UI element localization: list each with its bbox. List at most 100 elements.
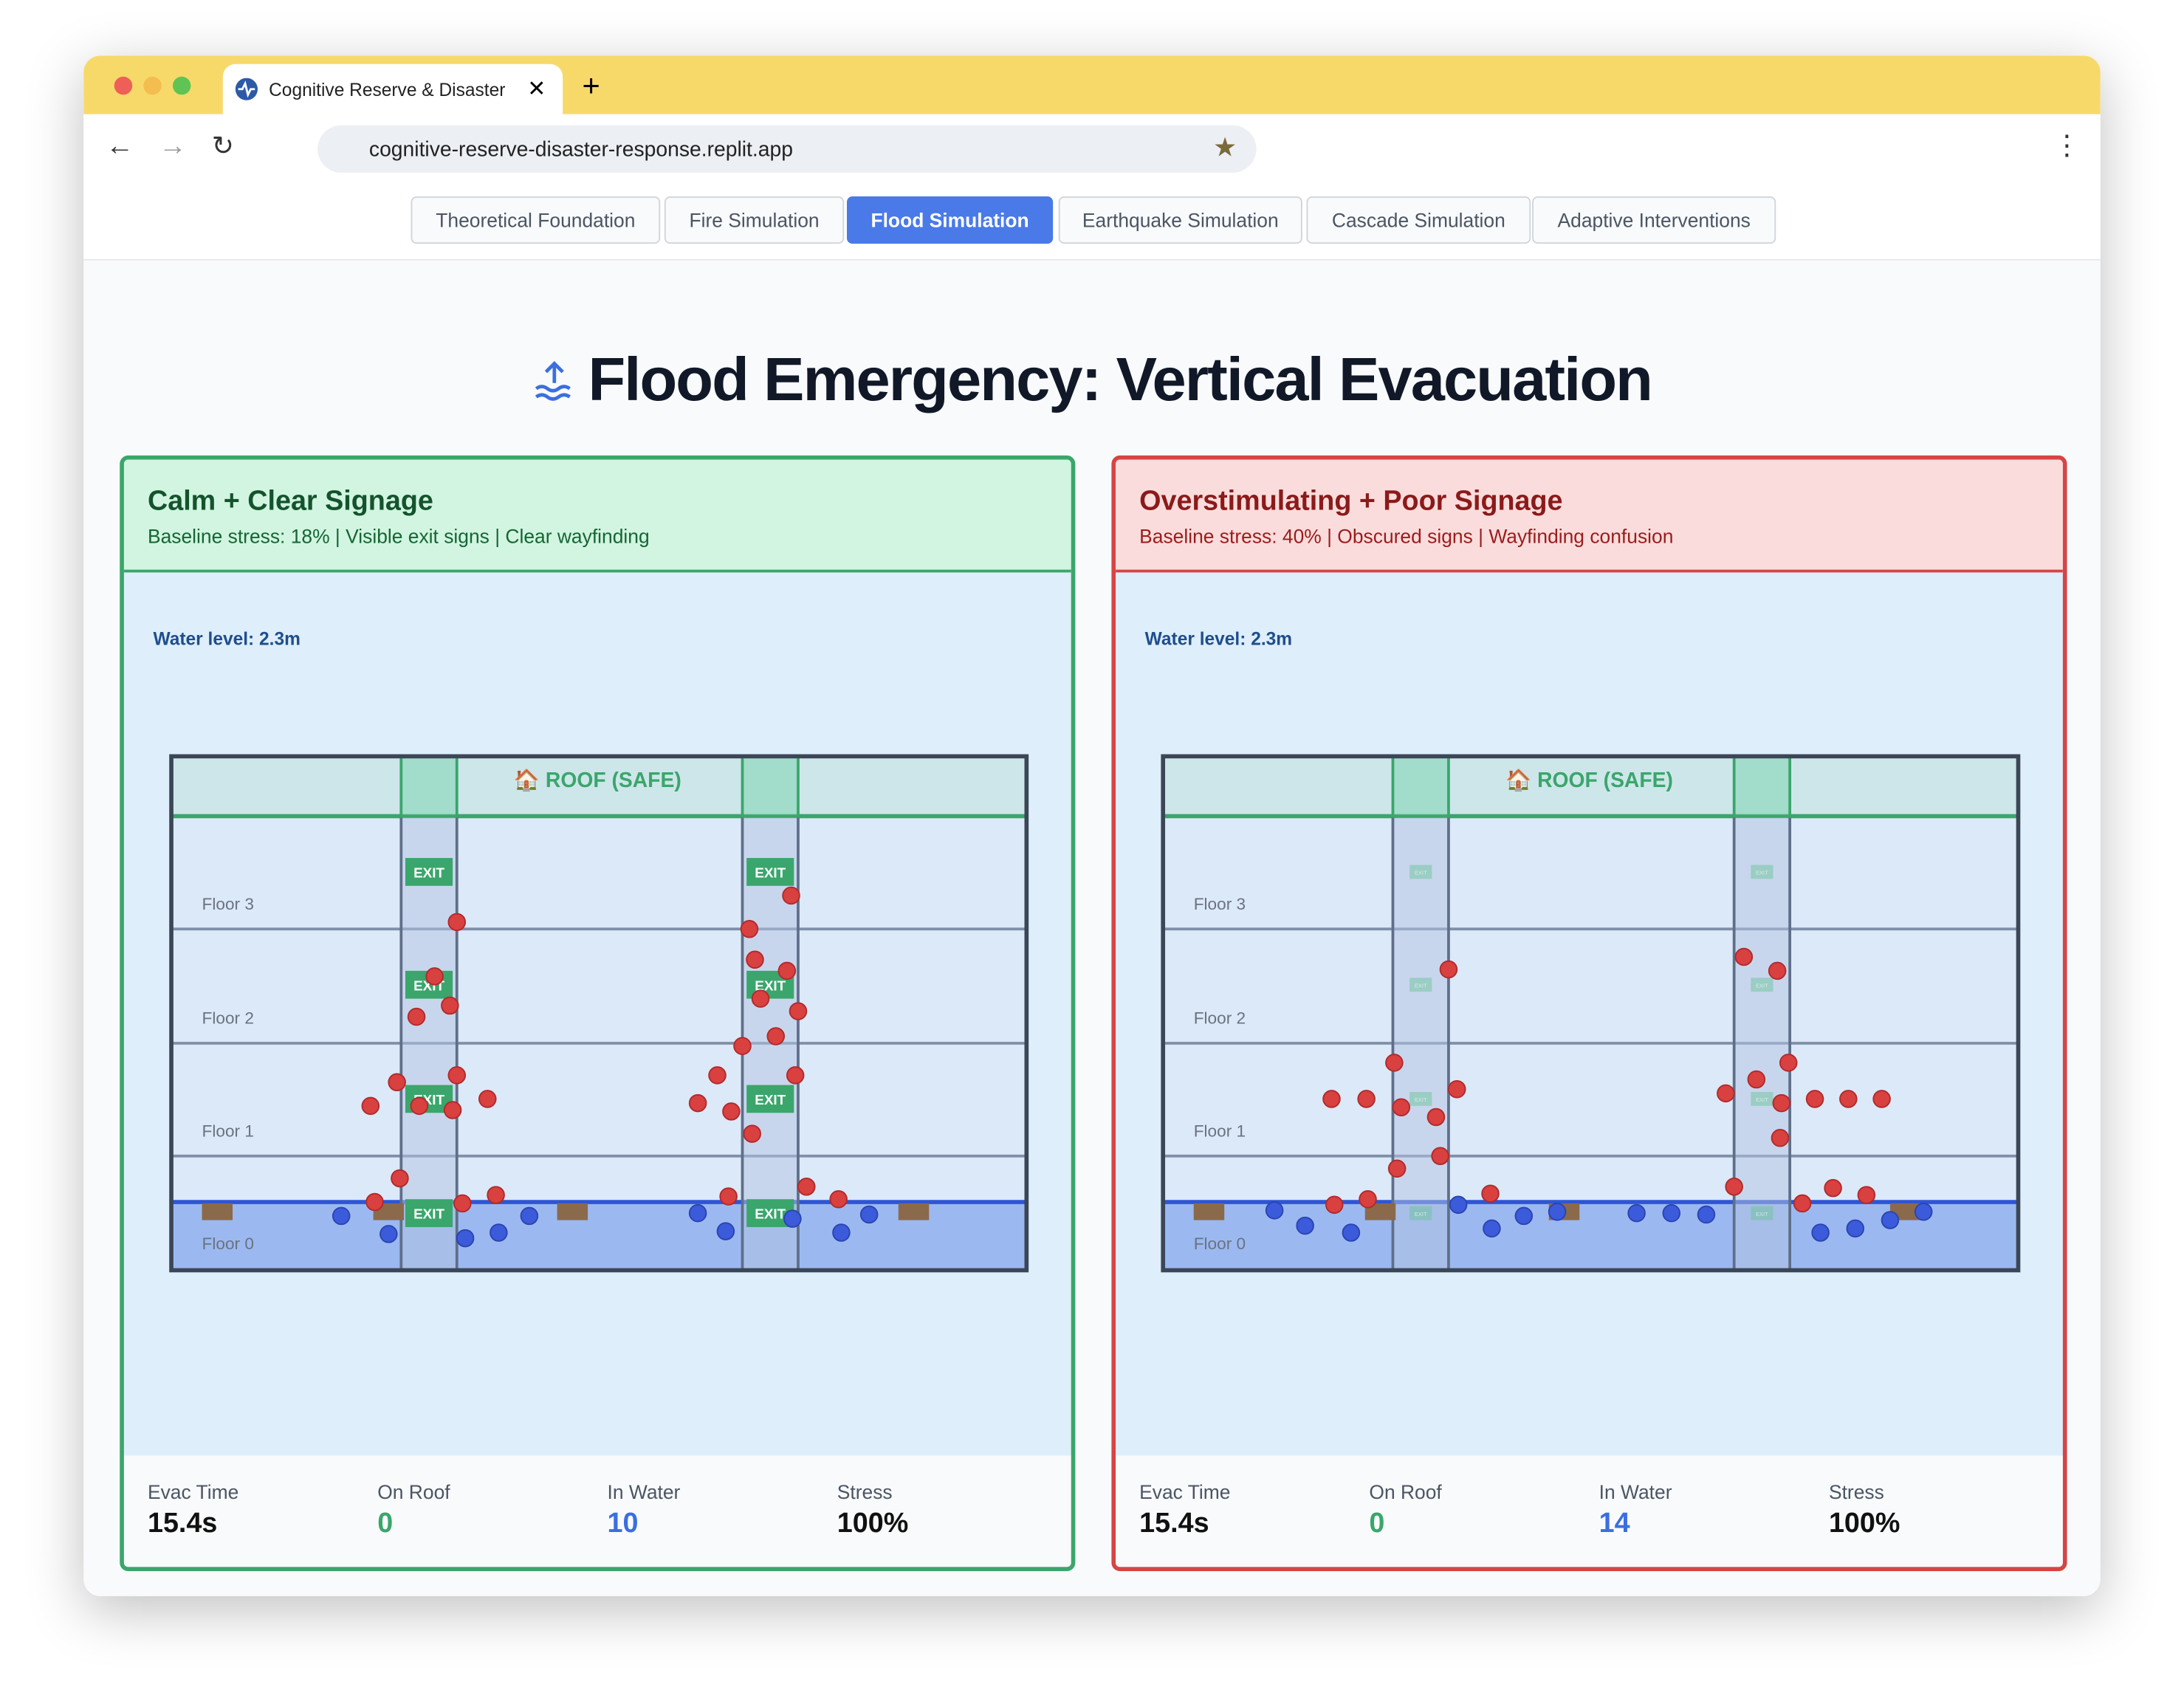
person-in-water <box>832 1223 851 1242</box>
person-evacuating <box>766 1027 786 1045</box>
stair-roof <box>1732 755 1792 818</box>
exit-label: EXIT <box>755 978 786 993</box>
stat-label: Stress <box>837 1480 893 1503</box>
stair-roof <box>399 755 459 818</box>
stairwell <box>1732 814 1792 1272</box>
person-evacuating <box>719 1187 738 1206</box>
furniture <box>1364 1203 1396 1220</box>
person-evacuating <box>447 913 467 932</box>
person-evacuating <box>447 1066 467 1085</box>
nav-tab[interactable]: Adaptive Interventions <box>1532 196 1776 244</box>
floor-label: Floor 2 <box>202 1009 254 1028</box>
person-evacuating <box>1447 1079 1466 1099</box>
person-evacuating <box>1872 1090 1891 1108</box>
person-in-water <box>380 1225 398 1243</box>
exit-sign <box>1409 1206 1432 1220</box>
person-evacuating <box>688 1093 707 1113</box>
back[interactable]: ← <box>106 131 134 162</box>
person-in-water <box>1627 1203 1646 1223</box>
stat-label: In Water <box>1598 1480 1672 1503</box>
person-evacuating <box>1481 1184 1500 1203</box>
address-bar[interactable]: cognitive-reserve-disaster-response.repl… <box>317 125 1257 173</box>
roof-label: 🏠 ROOF (SAFE) <box>1505 768 1673 792</box>
building-view: Water level: 2.3m EXIT EXIT EXIT EXIT EXIT EXI… <box>154 629 1029 1273</box>
furniture <box>898 1203 930 1220</box>
nav-tab[interactable]: Flood Simulation <box>846 196 1054 244</box>
person-evacuating <box>797 1178 816 1196</box>
person-evacuating <box>1359 1189 1377 1209</box>
nav-bar: Theoretical Foundation Fire Simulation Flo… <box>83 184 2101 261</box>
person-evacuating <box>777 961 797 980</box>
floor-label: Floor 1 <box>202 1122 254 1140</box>
heading-text: Flood Emergency: Vertical Evacuation <box>588 346 1652 414</box>
person-evacuating <box>782 886 800 905</box>
panel-title: Calm + Clear Signage <box>147 486 433 517</box>
nav-tab[interactable]: Theoretical Foundation <box>411 196 661 244</box>
menu[interactable]: ⋮ <box>2053 131 2081 162</box>
reload[interactable]: ↻ <box>211 132 234 162</box>
panel-title: Overstimulating + Poor Signage <box>1139 486 1563 517</box>
forward[interactable]: → <box>159 131 187 162</box>
building-outline <box>169 754 1029 1273</box>
person-evacuating <box>410 1096 429 1116</box>
person-evacuating <box>388 1073 406 1092</box>
person-evacuating <box>1439 960 1458 979</box>
exit-sign <box>746 858 794 886</box>
floor-label: Floor 0 <box>202 1234 254 1253</box>
exit-sign <box>1751 1092 1773 1106</box>
stats-footer: Evac Time 15.4s On Roof 0 In Water 10 Stress 10… <box>123 1455 1071 1567</box>
exit-label: EXIT <box>1415 1211 1427 1217</box>
nav-tab[interactable]: Cascade Simulation <box>1306 196 1531 244</box>
water-level: Water level: 2.3m <box>154 629 301 649</box>
bookmark-star[interactable]: ★ <box>1213 134 1237 163</box>
stat-value: 100% <box>1828 1508 1900 1539</box>
person-evacuating <box>407 1007 426 1026</box>
stat-label: In Water <box>607 1480 681 1503</box>
person-in-water <box>1449 1195 1468 1215</box>
exit-label: EXIT <box>1415 1096 1427 1103</box>
person-evacuating <box>441 996 459 1015</box>
person-evacuating <box>708 1066 727 1085</box>
nav-tab[interactable]: Fire Simulation <box>664 196 845 244</box>
stat-value: 0 <box>1369 1508 1385 1539</box>
nav-tab[interactable]: Earthquake Simulation <box>1058 196 1302 244</box>
person-evacuating <box>789 1002 808 1020</box>
exit-sign <box>405 1199 453 1227</box>
panel-header: Overstimulating + Poor Signage Baseline s… <box>1116 459 2063 573</box>
person-evacuating <box>1357 1090 1376 1108</box>
tab-close[interactable]: ✕ <box>527 78 546 102</box>
minimize-button[interactable] <box>143 76 162 95</box>
new-tab[interactable]: + <box>582 68 600 103</box>
panel-header: Calm + Clear Signage Baseline stress: 18%… <box>123 459 1071 573</box>
building-view: Water level: 2.3m EXIT EXIT EXIT EXIT EXIT EXI… <box>1145 629 2021 1273</box>
maximize-button[interactable] <box>172 76 191 95</box>
person-in-water <box>1662 1203 1681 1223</box>
person-evacuating <box>1771 1128 1790 1147</box>
person-evacuating <box>425 967 444 986</box>
exit-label: EXIT <box>1756 1096 1768 1103</box>
stat-value: 100% <box>837 1508 909 1539</box>
person-evacuating <box>746 950 764 969</box>
close-button[interactable] <box>114 76 133 95</box>
person-evacuating <box>740 920 759 938</box>
person-in-water <box>1881 1211 1900 1229</box>
person-evacuating <box>1779 1054 1798 1072</box>
floors-area <box>1163 816 2019 1203</box>
stat-label: On Roof <box>377 1480 450 1503</box>
exit-label: EXIT <box>1756 870 1768 876</box>
panel-subtitle: Baseline stress: 18% | Visible exit sign… <box>147 525 650 548</box>
person-evacuating <box>1322 1090 1341 1108</box>
exit-sign <box>1409 978 1432 992</box>
exit-sign <box>1751 865 1773 879</box>
browser-tab[interactable]: Cognitive Reserve & Disaster ✕ <box>222 63 563 114</box>
person-evacuating <box>391 1169 409 1188</box>
person-evacuating <box>829 1189 848 1209</box>
floor-label: Floor 3 <box>1194 895 1246 913</box>
person-evacuating <box>1426 1107 1446 1127</box>
exit-sign <box>405 858 453 886</box>
person-in-water <box>1846 1219 1865 1238</box>
stat-value: 14 <box>1598 1508 1630 1539</box>
exit-label: EXIT <box>1415 983 1427 989</box>
person-in-water <box>1296 1216 1314 1235</box>
floors-area <box>171 816 1027 1203</box>
